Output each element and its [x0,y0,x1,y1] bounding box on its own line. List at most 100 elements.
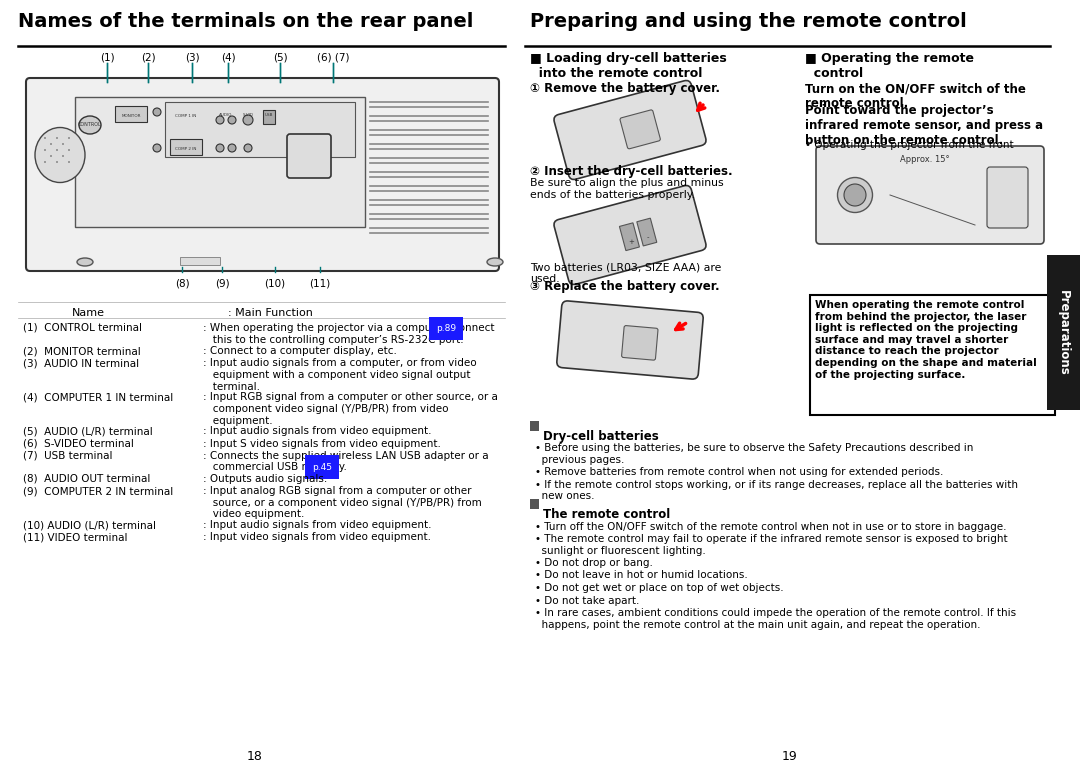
Bar [264,110,275,124]
FancyBboxPatch shape [26,78,499,271]
Text: (3)  AUDIO IN terminal: (3) AUDIO IN terminal [23,359,139,369]
Ellipse shape [77,258,93,266]
Ellipse shape [56,137,58,139]
Text: Be sure to align the plus and minus
ends of the batteries properly.: Be sure to align the plus and minus ends… [530,178,724,200]
Ellipse shape [228,116,237,124]
Ellipse shape [62,155,64,157]
Text: Turn on the ON/OFF switch of the
remote control.: Turn on the ON/OFF switch of the remote … [805,82,1026,110]
Text: (5)  AUDIO (L/R) terminal: (5) AUDIO (L/R) terminal [23,427,152,436]
Bar [637,218,657,246]
FancyBboxPatch shape [622,326,658,360]
Text: Name: Name [71,308,105,318]
Ellipse shape [50,143,52,145]
Ellipse shape [153,108,161,116]
Text: • Before using the batteries, be sure to observe the Safety Precautions describe: • Before using the batteries, be sure to… [535,443,973,465]
Text: (10): (10) [265,278,285,288]
Bar [170,139,202,155]
Text: : When operating the projector via a computer, connect
   this to the controllin: : When operating the projector via a com… [203,323,495,345]
Text: (10) AUDIO (L/R) terminal: (10) AUDIO (L/R) terminal [23,520,156,530]
FancyBboxPatch shape [554,80,706,179]
Text: (8)  AUDIO OUT terminal: (8) AUDIO OUT terminal [23,474,150,484]
Text: • Do not drop or bang.: • Do not drop or bang. [535,558,653,568]
Text: (7)  USB terminal: (7) USB terminal [23,451,112,461]
Text: COMP 1 IN: COMP 1 IN [175,114,197,118]
FancyBboxPatch shape [554,185,706,285]
Text: • Remove batteries from remote control when not using for extended periods.: • Remove batteries from remote control w… [535,467,943,477]
Text: The remote control: The remote control [543,507,671,520]
FancyBboxPatch shape [557,301,703,379]
Text: • Do not leave in hot or humid locations.: • Do not leave in hot or humid locations… [535,571,747,581]
FancyBboxPatch shape [287,134,330,178]
Text: Dry-cell batteries: Dry-cell batteries [543,430,659,443]
Text: (2): (2) [140,52,156,62]
Ellipse shape [79,116,102,134]
Bar [620,223,639,250]
Ellipse shape [35,127,85,182]
Text: Preparations: Preparations [1056,290,1069,375]
Text: (1)  CONTROL terminal: (1) CONTROL terminal [23,323,141,333]
Text: p.45: p.45 [312,462,332,472]
Text: : Input S video signals from video equipment.: : Input S video signals from video equip… [203,439,441,449]
Text: USB: USB [265,113,273,117]
Bar [180,257,220,265]
Ellipse shape [216,144,224,152]
Text: (2)  MONITOR terminal: (2) MONITOR terminal [23,346,140,356]
Ellipse shape [44,161,46,163]
Text: : Input audio signals from video equipment.: : Input audio signals from video equipme… [203,427,432,436]
Text: : Main Function: : Main Function [228,308,313,318]
Text: (11): (11) [309,278,330,288]
Text: 19: 19 [782,750,798,763]
Text: When operating the remote control
from behind the projector, the laser
light is : When operating the remote control from b… [815,300,1037,380]
Ellipse shape [68,149,70,151]
Text: -: - [647,234,649,240]
Text: (3): (3) [185,52,200,62]
Bar [810,295,1055,415]
Text: (4)  COMPUTER 1 IN terminal: (4) COMPUTER 1 IN terminal [23,392,173,402]
Ellipse shape [244,144,252,152]
Text: Names of the terminals on the rear panel: Names of the terminals on the rear panel [18,12,473,31]
FancyBboxPatch shape [987,167,1028,228]
Ellipse shape [62,143,64,145]
Bar [114,106,147,122]
Text: : Input audio signals from video equipment.: : Input audio signals from video equipme… [203,520,432,530]
Text: (8): (8) [175,278,189,288]
Text: Two batteries (LR03, SIZE AAA) are
used.: Two batteries (LR03, SIZE AAA) are used. [530,262,721,284]
Text: p.89: p.89 [436,324,456,333]
Text: : Input video signals from video equipment.: : Input video signals from video equipme… [203,533,431,542]
Ellipse shape [487,258,503,266]
Text: (11) VIDEO terminal: (11) VIDEO terminal [23,533,127,542]
Text: (5): (5) [272,52,287,62]
Text: ■ Operating the remote
  control: ■ Operating the remote control [805,52,974,80]
Text: (6) (7): (6) (7) [316,52,349,62]
Text: ③ Replace the battery cover.: ③ Replace the battery cover. [530,280,719,293]
Ellipse shape [44,149,46,151]
Text: Approx. 15°: Approx. 15° [901,155,949,164]
Text: (9): (9) [215,278,229,288]
Text: • The remote control may fail to operate if the infrared remote sensor is expose: • The remote control may fail to operate… [535,534,1008,555]
Ellipse shape [843,184,866,206]
Ellipse shape [44,137,46,139]
Bar [170,106,202,122]
FancyBboxPatch shape [816,146,1044,244]
Text: (9)  COMPUTER 2 IN terminal: (9) COMPUTER 2 IN terminal [23,486,173,496]
Bar [165,102,355,157]
Text: ① Remove the battery cover.: ① Remove the battery cover. [530,82,720,95]
Ellipse shape [56,161,58,163]
Text: CONTROL: CONTROL [78,123,102,127]
Bar [530,498,539,508]
FancyBboxPatch shape [620,110,660,149]
Text: : Input audio signals from a computer, or from video
   equipment with a compone: : Input audio signals from a computer, o… [203,359,476,391]
Text: (1): (1) [99,52,114,62]
Text: Point toward the projector’s
infrared remote sensor, and press a
button on the r: Point toward the projector’s infrared re… [805,104,1043,147]
Text: COMP 2 IN: COMP 2 IN [175,147,197,151]
Bar [1047,255,1080,410]
Bar [530,421,539,431]
Text: ■ Loading dry-cell batteries
  into the remote control: ■ Loading dry-cell batteries into the re… [530,52,727,80]
Ellipse shape [837,178,873,213]
Text: • In rare cases, ambient conditions could impede the operation of the remote con: • In rare cases, ambient conditions coul… [535,608,1016,629]
Text: • Do not take apart.: • Do not take apart. [535,595,639,606]
Text: AUDIO: AUDIO [219,113,232,117]
Text: : Connects the supplied wireless LAN USB adapter or a
   commercial USB memory.: : Connects the supplied wireless LAN USB… [203,451,488,472]
Text: : Outputs audio signals.: : Outputs audio signals. [203,474,327,484]
Text: : Input analog RGB signal from a computer or other
   source, or a component vid: : Input analog RGB signal from a compute… [203,486,482,520]
